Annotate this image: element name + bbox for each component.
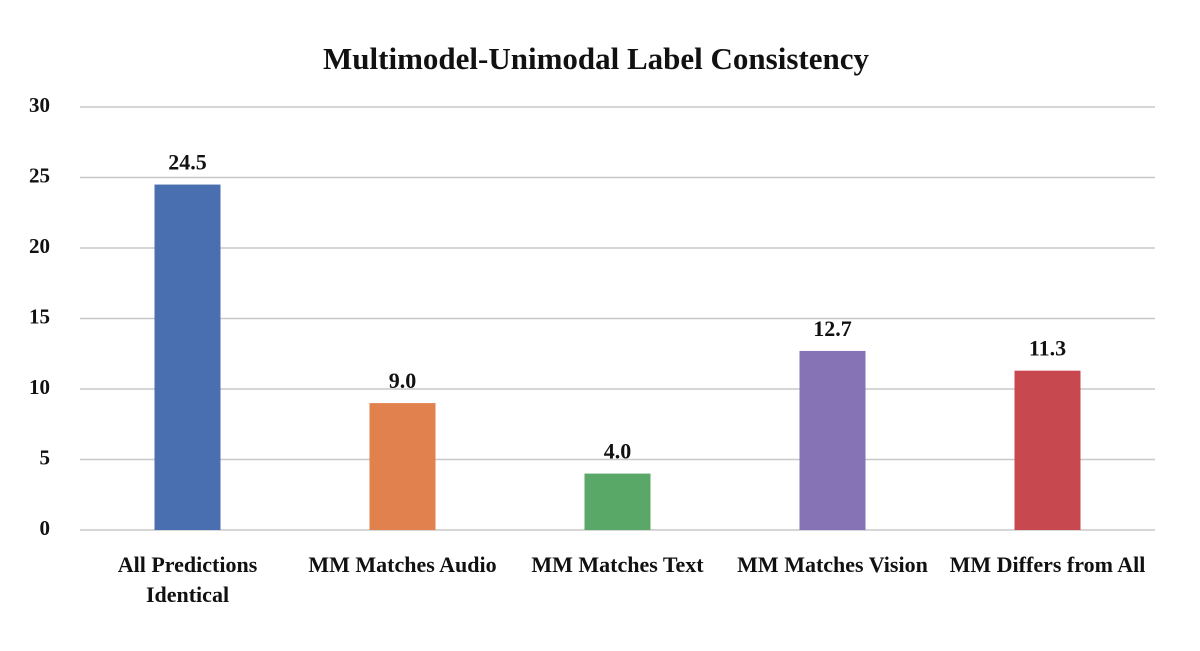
value-label: 9.0 — [389, 368, 417, 393]
chart-title: Multimodel-Unimodal Label Consistency — [323, 41, 869, 76]
y-tick-label: 5 — [40, 445, 51, 469]
y-tick-label: 0 — [40, 516, 51, 540]
y-tick-label: 15 — [29, 304, 50, 328]
x-tick-label: MM Matches Vision — [737, 552, 928, 577]
x-tick-label: MM Matches Audio — [308, 552, 497, 577]
value-label: 24.5 — [168, 150, 207, 175]
x-tick-label: MM Differs from All — [949, 552, 1146, 577]
bar — [799, 350, 866, 530]
x-tick-label: MM Matches Text — [531, 552, 704, 577]
bar — [154, 184, 221, 531]
x-tick-label: All Predictions Identical — [117, 552, 258, 607]
bar — [584, 473, 651, 530]
y-tick-label: 20 — [29, 234, 50, 258]
value-label: 11.3 — [1029, 336, 1066, 361]
value-label: 12.7 — [813, 316, 852, 341]
bar — [369, 403, 436, 530]
y-tick-label: 25 — [29, 163, 50, 187]
y-tick-label: 30 — [29, 93, 50, 117]
bar — [1014, 370, 1081, 530]
value-label: 4.0 — [604, 439, 632, 464]
y-tick-label: 10 — [29, 375, 50, 399]
